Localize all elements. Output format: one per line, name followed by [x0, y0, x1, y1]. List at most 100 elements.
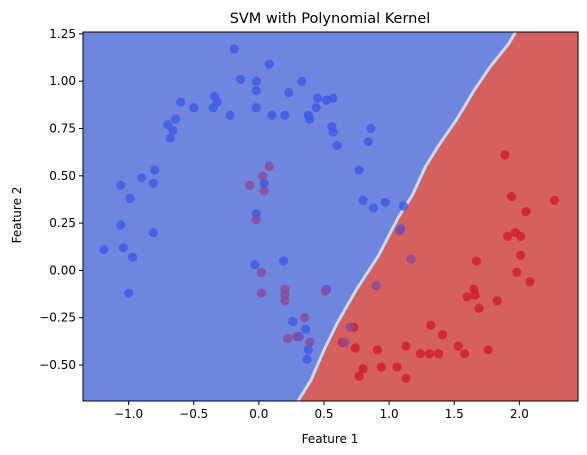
scatter-point	[372, 345, 382, 355]
scatter-point	[401, 373, 411, 383]
scatter-point	[434, 349, 444, 359]
scatter-point	[302, 354, 312, 364]
scatter-point	[125, 193, 135, 204]
scatter-point	[256, 267, 267, 277]
scatter-point	[282, 333, 293, 344]
scatter-point	[340, 337, 350, 347]
scatter-point	[236, 74, 246, 84]
scatter-point	[492, 296, 502, 306]
scatter-point	[516, 231, 526, 241]
scatter-point	[311, 103, 321, 113]
scatter-point	[256, 288, 267, 298]
scatter-point	[328, 127, 338, 137]
scatter-point	[312, 93, 323, 103]
scatter-point	[401, 341, 411, 351]
scatter-point	[303, 345, 313, 355]
scatter-point	[350, 343, 360, 353]
x-tick-label: 0.5	[314, 407, 333, 421]
scatter-point	[503, 231, 513, 241]
y-tick-label: 0.50	[49, 169, 76, 183]
scatter-point	[251, 86, 261, 96]
scatter-point	[516, 250, 526, 260]
scatter-point	[250, 260, 260, 270]
scatter-point	[426, 320, 436, 330]
x-tick-label: 2.0	[510, 407, 529, 421]
scatter-point	[305, 337, 315, 347]
scatter-point	[506, 192, 517, 202]
x-axis-ticks: −1.0 −0.5 0.0 0.5 1.0 1.5 2.0	[114, 401, 529, 421]
plot-frame	[82, 31, 579, 402]
scatter-point	[358, 195, 368, 206]
scatter-point	[245, 180, 255, 190]
scatter-point	[301, 324, 311, 334]
scatter-point	[259, 178, 269, 188]
y-tick-label: 0.75	[49, 122, 76, 136]
scatter-point	[284, 87, 294, 98]
scatter-point	[332, 140, 342, 151]
scatter-point	[398, 201, 409, 211]
scatter-point	[354, 371, 364, 381]
scatter-point	[229, 44, 239, 54]
scatter-point	[363, 137, 373, 147]
scatter-point	[345, 322, 355, 332]
scatter-point	[512, 267, 522, 277]
scatter-point	[406, 254, 416, 264]
scatter-point	[251, 214, 261, 224]
scatter-point	[453, 341, 463, 351]
scatter-point	[424, 349, 435, 359]
scatter-point	[521, 207, 531, 217]
scatter-point	[123, 288, 134, 298]
scatter-point	[168, 125, 178, 135]
scatter-point	[264, 59, 274, 69]
scatter-point	[251, 76, 261, 86]
scatter-point	[127, 252, 138, 262]
scatter-point	[525, 277, 535, 287]
scatter-point	[474, 303, 484, 313]
scatter-point	[299, 313, 310, 323]
y-axis-label: Feature 2	[10, 187, 24, 244]
scatter-point	[328, 93, 338, 103]
decision-boundary	[296, 32, 517, 401]
scatter-point	[251, 103, 261, 113]
scatter-point	[392, 362, 402, 372]
scatter-point	[305, 114, 315, 124]
scatter-point	[189, 103, 199, 113]
scatter-point	[259, 186, 269, 196]
scatter-point	[225, 110, 235, 120]
scatter-point	[460, 349, 470, 359]
plot-area	[83, 32, 578, 401]
scatter-point	[288, 316, 298, 327]
class1-decision-region	[297, 32, 578, 401]
scatter-point	[280, 110, 290, 120]
scatter-point	[368, 203, 379, 213]
y-tick-label: −0.25	[39, 311, 76, 325]
scatter-point	[292, 332, 302, 342]
scatter-point	[366, 123, 376, 134]
x-tick-label: −1.0	[114, 407, 143, 421]
scatter-point	[354, 165, 364, 175]
scatter-point	[170, 114, 181, 124]
scatter-point	[376, 362, 386, 372]
scatter-point	[437, 330, 448, 340]
scatter-point	[137, 173, 147, 183]
scatter-point	[470, 290, 480, 300]
scatter-point	[462, 292, 472, 302]
scatter-point	[99, 245, 109, 255]
scatter-point	[320, 286, 330, 296]
x-axis-label: Feature 1	[302, 432, 359, 446]
scatter-point	[165, 133, 175, 143]
scatter-point	[500, 150, 510, 160]
scatter-point	[297, 76, 307, 86]
scatter-point	[148, 227, 158, 238]
scatter-point	[267, 110, 277, 120]
y-tick-label: 0.25	[49, 216, 76, 230]
scatter-point	[371, 280, 381, 291]
scatter-point	[264, 161, 274, 171]
scatter-point	[471, 256, 481, 266]
scatter-point	[116, 180, 126, 190]
scatter-point	[394, 226, 405, 236]
x-tick-label: 1.5	[445, 407, 464, 421]
y-axis-ticks: −0.50 −0.25 0.00 0.25 0.50 0.75 1.00 1.25	[39, 27, 83, 372]
scatter-point	[279, 256, 289, 266]
